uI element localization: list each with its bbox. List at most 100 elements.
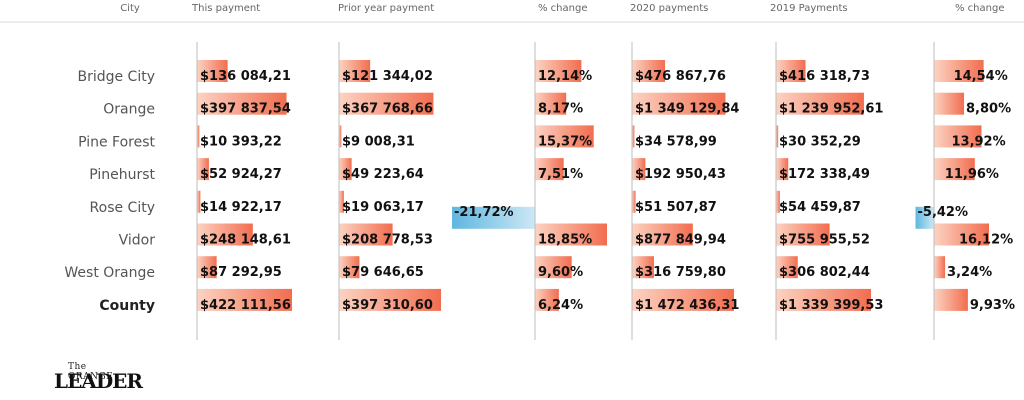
value-label-prior_payment: $367 768,66 xyxy=(342,102,433,117)
bar-negative-change2 xyxy=(915,206,934,229)
logo-big-text: LEADER xyxy=(54,369,143,393)
value-label-prior_payment: $79 646,65 xyxy=(342,265,424,280)
value-label-change2: 9,93% xyxy=(970,298,1015,313)
value-label-pay2019: $30 352,29 xyxy=(779,134,861,149)
value-label-this_payment: $397 837,54 xyxy=(200,102,291,117)
value-label-pay2020: $476 867,76 xyxy=(635,69,726,84)
value-label-pay2019: $416 318,73 xyxy=(779,69,870,84)
value-label-pay2019: $1 339 399,53 xyxy=(779,298,883,313)
bar-pay2019 xyxy=(776,60,806,82)
value-label-pay2020: $316 759,80 xyxy=(635,265,726,280)
value-label-prior_payment: $9 008,31 xyxy=(342,134,415,149)
value-label-this_payment: $422 111,56 xyxy=(200,298,291,313)
value-label-pay2020: $877 849,94 xyxy=(635,233,726,248)
bar-change1 xyxy=(535,223,607,246)
bar-change2 xyxy=(934,125,982,148)
column-header-1: This payment xyxy=(191,3,260,14)
bar-this_payment xyxy=(197,92,287,115)
bar-pay2020 xyxy=(632,256,654,279)
value-label-pay2019: $755 955,52 xyxy=(779,233,870,248)
city-label: Vidor xyxy=(119,233,156,249)
bar-pay2020 xyxy=(632,288,734,311)
value-label-this_payment: $248 148,61 xyxy=(200,233,291,248)
value-label-change2: 14,54% xyxy=(954,69,1008,84)
value-label-change1: -21,72% xyxy=(454,205,514,220)
bar-this_payment xyxy=(197,288,292,311)
city-label: County xyxy=(99,298,155,314)
bar-change2 xyxy=(934,60,984,82)
value-label-change1: 12,14% xyxy=(538,69,592,84)
value-label-change2: 11,96% xyxy=(945,167,999,182)
value-label-change1: 8,17% xyxy=(538,102,583,117)
bar-change2 xyxy=(934,288,968,311)
city-label: Rose City xyxy=(90,200,155,216)
bar-prior_payment xyxy=(339,288,441,311)
bar-prior_payment xyxy=(339,223,393,246)
value-label-change1: 9,60% xyxy=(538,265,583,280)
value-label-pay2019: $172 338,49 xyxy=(779,167,870,182)
bar-pay2019 xyxy=(776,158,789,181)
value-label-change2: 16,12% xyxy=(959,233,1013,248)
bar-negative-change1 xyxy=(452,206,535,229)
value-label-change1: 6,24% xyxy=(538,298,583,313)
column-header-2: Prior year payment xyxy=(338,3,434,14)
logo-small-text: The ORANGE xyxy=(68,362,114,382)
bar-this_payment xyxy=(197,223,253,246)
column-header-0: City xyxy=(120,3,140,14)
column-header-6: % change xyxy=(955,3,1004,14)
bar-change2 xyxy=(934,256,946,279)
value-label-change1: 15,37% xyxy=(538,134,592,149)
city-label: Orange xyxy=(103,102,155,118)
bar-pay2019 xyxy=(776,125,779,148)
bar-pay2019 xyxy=(776,256,798,279)
bar-pay2019 xyxy=(776,288,871,311)
bar-this_payment xyxy=(197,256,217,279)
bar-change1 xyxy=(535,288,559,311)
value-label-change2: 13,92% xyxy=(951,134,1005,149)
bar-change1 xyxy=(535,125,594,148)
bar-this_payment xyxy=(197,125,200,148)
bar-change2 xyxy=(934,92,965,115)
bar-prior_payment xyxy=(339,60,371,82)
value-label-change2: -5,42% xyxy=(918,205,969,220)
value-label-change2: 3,24% xyxy=(947,265,992,280)
value-label-change1: 18,85% xyxy=(538,233,592,248)
value-label-prior_payment: $397 310,60 xyxy=(342,298,433,313)
value-label-change2: 8,80% xyxy=(966,102,1011,117)
bar-prior_payment xyxy=(339,92,434,115)
value-label-pay2020: $1 349 129,84 xyxy=(635,102,739,117)
bar-pay2020 xyxy=(632,158,646,181)
value-label-pay2020: $51 507,87 xyxy=(635,200,717,215)
bar-change1 xyxy=(535,158,564,181)
bar-prior_payment xyxy=(339,158,352,181)
value-label-prior_payment: $19 063,17 xyxy=(342,200,424,215)
value-label-pay2020: $192 950,43 xyxy=(635,167,726,182)
value-label-pay2019: $1 239 952,61 xyxy=(779,102,883,117)
city-label: Bridge City xyxy=(77,69,155,85)
bar-change1 xyxy=(535,60,582,82)
value-label-prior_payment: $49 223,64 xyxy=(342,167,424,182)
city-label: Pinehurst xyxy=(89,167,155,183)
value-label-prior_payment: $208 778,53 xyxy=(342,233,433,248)
city-label: Pine Forest xyxy=(78,134,155,150)
bar-prior_payment xyxy=(339,125,342,148)
bar-pay2020 xyxy=(632,223,693,246)
value-label-pay2019: $306 802,44 xyxy=(779,265,870,280)
bar-this_payment xyxy=(197,158,209,181)
bar-prior_payment xyxy=(339,190,344,213)
value-label-prior_payment: $121 344,02 xyxy=(342,69,433,84)
bar-pay2020 xyxy=(632,60,666,82)
column-header-4: 2020 payments xyxy=(630,3,708,14)
value-label-this_payment: $87 292,95 xyxy=(200,265,282,280)
value-label-pay2019: $54 459,87 xyxy=(779,200,861,215)
bar-pay2020 xyxy=(632,92,726,115)
orange-leader-logo: The ORANGE LEADER xyxy=(54,362,143,393)
column-header-5: 2019 Payments xyxy=(770,3,848,14)
bar-change2 xyxy=(934,223,989,246)
value-label-this_payment: $136 084,21 xyxy=(200,69,291,84)
value-label-this_payment: $10 393,22 xyxy=(200,134,282,149)
bar-pay2020 xyxy=(632,125,635,148)
value-label-this_payment: $52 924,27 xyxy=(200,167,282,182)
bar-pay2019 xyxy=(776,223,830,246)
